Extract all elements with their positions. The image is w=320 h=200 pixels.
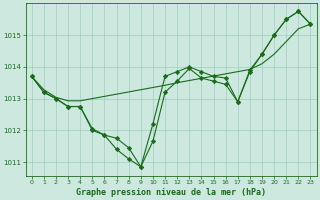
X-axis label: Graphe pression niveau de la mer (hPa): Graphe pression niveau de la mer (hPa) xyxy=(76,188,266,197)
